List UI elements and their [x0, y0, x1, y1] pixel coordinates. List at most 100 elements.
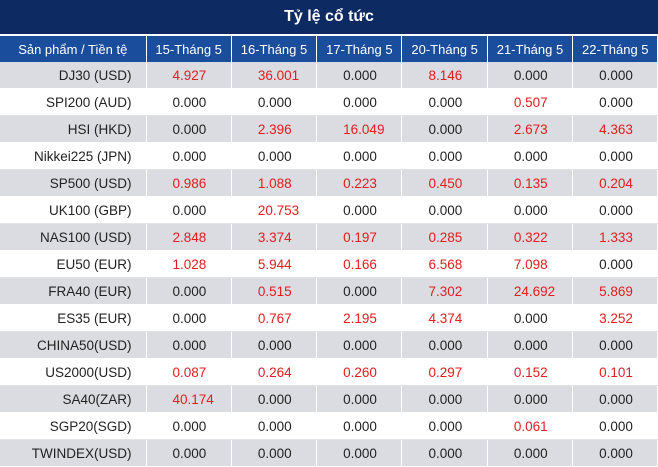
value-cell: 2.673 — [487, 115, 574, 143]
dividend-table: Sản phẩm / Tiền tệ 15-Tháng 5 16-Tháng 5… — [0, 36, 658, 467]
value-cell: 7.098 — [487, 250, 574, 278]
value-cell: 0.000 — [401, 115, 488, 143]
value-cell: 0.000 — [316, 412, 403, 440]
value-cell: 0.000 — [316, 277, 403, 305]
value-cell: 0.000 — [146, 277, 232, 305]
value-cell: 3.374 — [231, 223, 318, 251]
value-cell: 0.000 — [401, 439, 488, 467]
value-cell: 0.000 — [572, 196, 658, 224]
value-cell: 0.322 — [487, 223, 574, 251]
header-date: 21-Tháng 5 — [487, 36, 574, 62]
product-cell: DJ30 (USD) — [0, 62, 147, 89]
value-cell: 40.174 — [146, 385, 232, 413]
header-date: 22-Tháng 5 — [572, 36, 658, 62]
value-cell: 3.252 — [572, 304, 658, 332]
value-cell: 0.450 — [401, 169, 488, 197]
product-cell: SPI200 (AUD) — [0, 88, 147, 116]
value-cell: 24.692 — [487, 277, 574, 305]
value-cell: 0.197 — [316, 223, 403, 251]
value-cell: 2.848 — [146, 223, 232, 251]
header-date: 16-Tháng 5 — [231, 36, 318, 62]
table-row: CHINA50(USD) 0.000 0.000 0.000 0.000 0.000 0.0… — [0, 331, 658, 359]
value-cell: 0.000 — [487, 62, 574, 89]
value-cell: 0.285 — [401, 223, 488, 251]
value-cell: 0.000 — [572, 439, 658, 467]
value-cell: 0.000 — [316, 88, 403, 116]
table-row: EU50 (EUR) 1.028 5.944 0.166 6.568 7.098 0.000 — [0, 250, 658, 278]
value-cell: 0.000 — [146, 331, 232, 359]
value-cell: 0.135 — [487, 169, 574, 197]
value-cell: 0.000 — [231, 88, 318, 116]
value-cell: 0.000 — [146, 88, 232, 116]
table-row: ES35 (EUR) 0.000 0.767 2.195 4.374 0.000 3.252 — [0, 304, 658, 332]
table-row: US2000(USD) 0.087 0.264 0.260 0.297 0.152 0.10… — [0, 358, 658, 386]
header-date: 17-Tháng 5 — [316, 36, 403, 62]
product-cell: SA40(ZAR) — [0, 385, 147, 413]
header-row: Sản phẩm / Tiền tệ 15-Tháng 5 16-Tháng 5… — [0, 36, 658, 62]
value-cell: 0.000 — [316, 62, 403, 89]
value-cell: 36.001 — [231, 62, 318, 89]
value-cell: 0.000 — [572, 385, 658, 413]
value-cell: 0.000 — [401, 331, 488, 359]
header-date: 20-Tháng 5 — [401, 36, 488, 62]
value-cell: 0.000 — [316, 385, 403, 413]
value-cell: 0.000 — [146, 412, 232, 440]
product-cell: FRA40 (EUR) — [0, 277, 147, 305]
product-cell: NAS100 (USD) — [0, 223, 147, 251]
value-cell: 0.000 — [487, 331, 574, 359]
product-cell: UK100 (GBP) — [0, 196, 147, 224]
product-cell: EU50 (EUR) — [0, 250, 147, 278]
product-cell: Nikkei225 (JPN) — [0, 142, 147, 170]
value-cell: 0.101 — [572, 358, 658, 386]
table-row: FRA40 (EUR) 0.000 0.515 0.000 7.302 24.692 5.8… — [0, 277, 658, 305]
value-cell: 0.000 — [231, 142, 318, 170]
value-cell: 0.507 — [487, 88, 574, 116]
product-cell: US2000(USD) — [0, 358, 147, 386]
value-cell: 0.000 — [401, 88, 488, 116]
value-cell: 4.927 — [146, 62, 232, 89]
product-cell: SGP20(SGD) — [0, 412, 147, 440]
table-row: TWINDEX(USD) 0.000 0.000 0.000 0.000 0.000 0.0… — [0, 439, 658, 467]
value-cell: 0.000 — [401, 385, 488, 413]
table-row: SPI200 (AUD) 0.000 0.000 0.000 0.000 0.507 0.0… — [0, 88, 658, 116]
table-row: HSI (HKD) 0.000 2.396 16.049 0.000 2.673 4.363 — [0, 115, 658, 143]
value-cell: 7.302 — [401, 277, 488, 305]
value-cell: 0.000 — [487, 196, 574, 224]
value-cell: 0.000 — [487, 439, 574, 467]
value-cell: 0.000 — [572, 62, 658, 89]
value-cell: 6.568 — [401, 250, 488, 278]
value-cell: 16.049 — [316, 115, 403, 143]
value-cell: 0.166 — [316, 250, 403, 278]
header-product: Sản phẩm / Tiền tệ — [0, 36, 147, 62]
product-cell: TWINDEX(USD) — [0, 439, 147, 467]
value-cell: 0.000 — [487, 142, 574, 170]
value-cell: 0.000 — [401, 196, 488, 224]
value-cell: 8.146 — [401, 62, 488, 89]
value-cell: 4.363 — [572, 115, 658, 143]
table-row: Nikkei225 (JPN) 0.000 0.000 0.000 0.000 0.000… — [0, 142, 658, 170]
value-cell: 0.767 — [231, 304, 318, 332]
value-cell: 0.986 — [146, 169, 232, 197]
table-row: NAS100 (USD) 2.848 3.374 0.197 0.285 0.322 1.3… — [0, 223, 658, 251]
value-cell: 0.000 — [231, 331, 318, 359]
value-cell: 0.000 — [572, 412, 658, 440]
value-cell: 0.000 — [401, 412, 488, 440]
table-row: DJ30 (USD) 4.927 36.001 0.000 8.146 0.000 0.00… — [0, 62, 658, 89]
product-cell: HSI (HKD) — [0, 115, 147, 143]
value-cell: 0.000 — [146, 115, 232, 143]
value-cell: 0.000 — [146, 439, 232, 467]
value-cell: 0.515 — [231, 277, 318, 305]
value-cell: 0.000 — [231, 439, 318, 467]
value-cell: 5.944 — [231, 250, 318, 278]
product-cell: CHINA50(USD) — [0, 331, 147, 359]
table-row: SP500 (USD) 0.986 1.088 0.223 0.450 0.135 0.20… — [0, 169, 658, 197]
value-cell: 0.000 — [487, 385, 574, 413]
value-cell: 0.000 — [316, 196, 403, 224]
value-cell: 4.374 — [401, 304, 488, 332]
product-cell: SP500 (USD) — [0, 169, 147, 197]
value-cell: 0.260 — [316, 358, 403, 386]
value-cell: 0.000 — [146, 196, 232, 224]
value-cell: 0.000 — [572, 88, 658, 116]
value-cell: 0.000 — [316, 142, 403, 170]
